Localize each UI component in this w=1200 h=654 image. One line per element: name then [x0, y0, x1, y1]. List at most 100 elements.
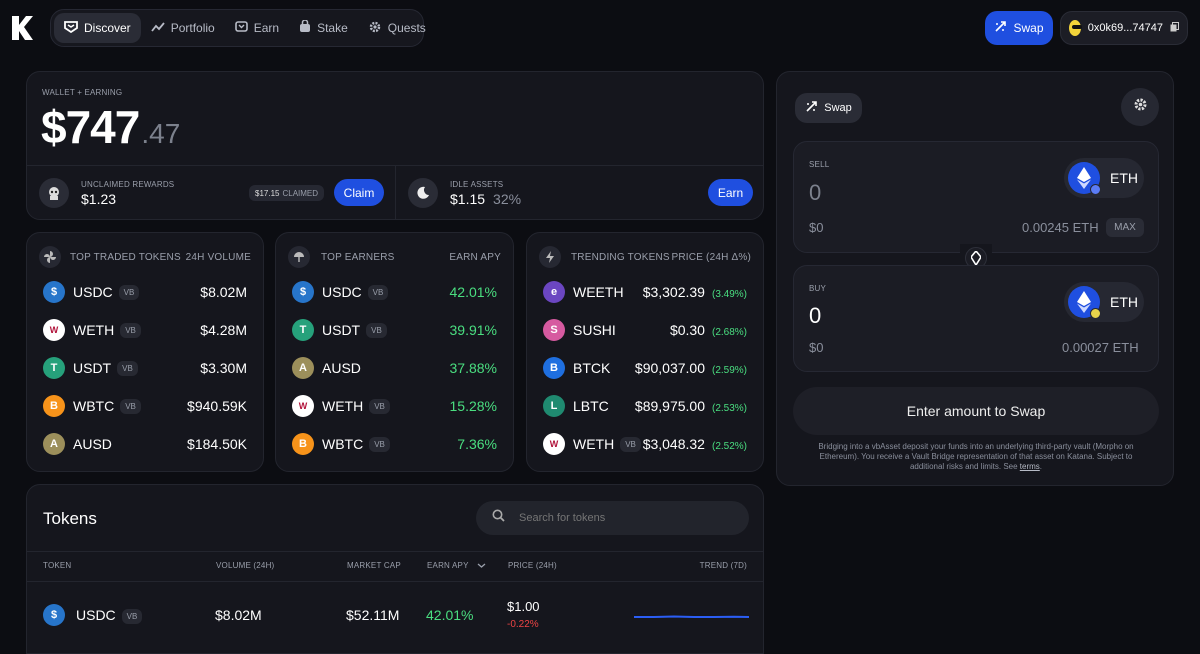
wallet-total-cents: .47 — [141, 118, 181, 149]
vb-badge: VB — [120, 398, 141, 414]
sell-token-select[interactable]: ETH — [1064, 158, 1144, 198]
list-item[interactable]: B WBTC VB $940.59K — [43, 394, 247, 418]
table-row[interactable]: $ USDC VB $8.02M $52.11M 42.01% $1.00 -0.… — [27, 595, 763, 635]
chevron-down-icon — [477, 561, 486, 570]
earn-button[interactable]: Earn — [708, 179, 753, 206]
col-trend[interactable]: TREND (7D) — [699, 561, 747, 570]
list-item[interactable]: W WETH VB 15.28% — [292, 394, 497, 418]
trending-card: TRENDING TOKENS PRICE (24H Δ%) e WEETH $3,… — [526, 232, 764, 472]
price-group: $89,975.00 (2.53%) — [635, 398, 747, 414]
buy-balance: 0.00027 ETH — [1062, 340, 1139, 355]
nav-label: Discover — [84, 21, 131, 35]
claim-button[interactable]: Claim — [334, 179, 384, 206]
usdc-icon: $ — [43, 281, 65, 303]
token-price: $90,037.00 — [634, 360, 705, 376]
token-price: $89,975.00 — [634, 398, 705, 414]
max-button[interactable]: MAX — [1106, 218, 1144, 237]
buy-token-name: ETH — [1110, 294, 1138, 310]
top-earners-col: EARN APY — [449, 252, 501, 263]
price-change: (2.59%) — [711, 365, 747, 376]
list-item[interactable]: W WETH VB $4.28M — [43, 318, 247, 342]
eth-icon — [1068, 162, 1101, 195]
sell-amount[interactable]: 0 — [809, 180, 822, 205]
nav-label: Stake — [317, 21, 348, 35]
top-traded-card: TOP TRADED TOKENS 24H VOLUME $ USDC VB $8.0… — [26, 232, 264, 472]
row-token-name: USDC — [76, 607, 116, 623]
main-nav: Discover Portfolio Earn Stake Quests — [50, 9, 426, 47]
trending-col: PRICE (24H Δ%) — [671, 252, 751, 263]
idle-values: $1.15 32% — [450, 191, 521, 207]
vb-badge: VB — [121, 608, 143, 624]
header-swap-label: Swap — [1013, 21, 1044, 35]
terms-link[interactable]: terms — [1019, 462, 1040, 471]
list-item[interactable]: S SUSHI $0.30 (2.68%) — [543, 318, 747, 342]
list-item[interactable]: T USDT VB $3.30M — [43, 356, 247, 380]
trending-title: TRENDING TOKENS — [571, 252, 670, 263]
list-item[interactable]: T USDT VB 39.91% — [292, 318, 497, 342]
top-traded-title: TOP TRADED TOKENS — [70, 252, 181, 263]
list-item[interactable]: B BTCK $90,037.00 (2.59%) — [543, 356, 747, 380]
tokens-divider — [27, 551, 763, 552]
copy-icon[interactable] — [1170, 21, 1179, 35]
buy-usd: $0 — [809, 340, 824, 355]
list-item[interactable]: A AUSD 37.88% — [292, 356, 497, 380]
nav-quests[interactable]: Quests — [358, 13, 436, 43]
list-item[interactable]: e WEETH $3,302.39 (3.49%) — [543, 280, 747, 304]
swap-cta-button[interactable]: Enter amount to Swap — [793, 387, 1159, 435]
disclaimer-text: Bridging into a vbAsset deposit your fun… — [818, 442, 1134, 471]
list-item[interactable]: B WBTC VB 7.36% — [292, 432, 497, 456]
sell-box[interactable]: SELL 0 $0 ETH 0.00245 ETH MAX — [793, 141, 1159, 253]
weth-icon: W — [43, 319, 65, 341]
list-item[interactable]: $ USDC VB $8.02M — [43, 280, 247, 304]
col-volume[interactable]: VOLUME (24H) — [216, 561, 275, 570]
list-item[interactable]: L LBTC $89,975.00 (2.53%) — [543, 394, 747, 418]
token-name: SUSHI — [573, 322, 616, 338]
eth-icon — [1068, 286, 1101, 319]
vb-badge: VB — [118, 284, 140, 300]
nav-label: Earn — [253, 21, 280, 35]
col-token[interactable]: TOKEN — [43, 561, 72, 570]
nav-discover[interactable]: Discover — [54, 13, 141, 43]
col-mcap[interactable]: MARKET CAP — [347, 561, 401, 570]
settings-button[interactable] — [1121, 88, 1159, 126]
wallet-address: 0x0k69...74747 — [1087, 22, 1163, 34]
discover-icon — [64, 20, 78, 36]
token-apy: 15.28% — [449, 398, 497, 414]
wbtc-icon: B — [43, 395, 65, 417]
buy-box[interactable]: BUY 0 $0 ETH 0.00027 ETH — [793, 265, 1159, 372]
col-apy[interactable]: EARN APY — [427, 561, 486, 570]
list-item[interactable]: A AUSD $184.50K — [43, 432, 247, 456]
token-search[interactable] — [476, 501, 749, 535]
swap-tab[interactable]: Swap — [795, 93, 862, 123]
wbtc-icon: B — [292, 433, 314, 455]
col-price[interactable]: PRICE (24H) — [508, 561, 557, 570]
buy-token-select[interactable]: ETH — [1064, 282, 1144, 322]
token-name: AUSD — [73, 436, 112, 452]
trend-sparkline — [634, 615, 749, 618]
token-price: $3,302.39 — [642, 284, 705, 300]
avatar — [1069, 20, 1082, 36]
token-volume: $184.50K — [187, 436, 247, 452]
top-earners-card: TOP EARNERS EARN APY $ USDC VB 42.01% T USDT V… — [275, 232, 514, 472]
price-group: $3,048.32 (2.52%) — [643, 436, 747, 452]
vb-badge: VB — [117, 360, 138, 376]
header-swap-button[interactable]: Swap — [985, 11, 1053, 45]
swap-arrows-icon — [994, 20, 1007, 36]
nav-earn[interactable]: Earn — [225, 13, 289, 43]
price-group: $3,302.39 (3.49%) — [643, 284, 747, 300]
logo[interactable] — [10, 14, 34, 42]
nav-stake[interactable]: Stake — [289, 13, 358, 43]
idle-pct: 32% — [493, 191, 522, 207]
search-input[interactable] — [519, 512, 719, 524]
row-token: USDC VB — [76, 607, 143, 624]
token-name: BTCK — [573, 360, 611, 376]
token-name: AUSD — [322, 360, 361, 376]
nav-portfolio[interactable]: Portfolio — [141, 13, 225, 43]
swap-panel: Swap SELL 0 $0 ETH 0.00245 ETH MAX BUY 0… — [776, 71, 1174, 486]
wallet-button[interactable]: 0x0k69...74747 — [1060, 11, 1188, 45]
nav-label: Portfolio — [170, 21, 215, 35]
btck-icon: B — [543, 357, 565, 379]
divider-vertical — [395, 165, 396, 219]
list-item[interactable]: $ USDC VB 42.01% — [292, 280, 497, 304]
list-item[interactable]: W WETH VB $3,048.32 (2.52%) — [543, 432, 747, 456]
